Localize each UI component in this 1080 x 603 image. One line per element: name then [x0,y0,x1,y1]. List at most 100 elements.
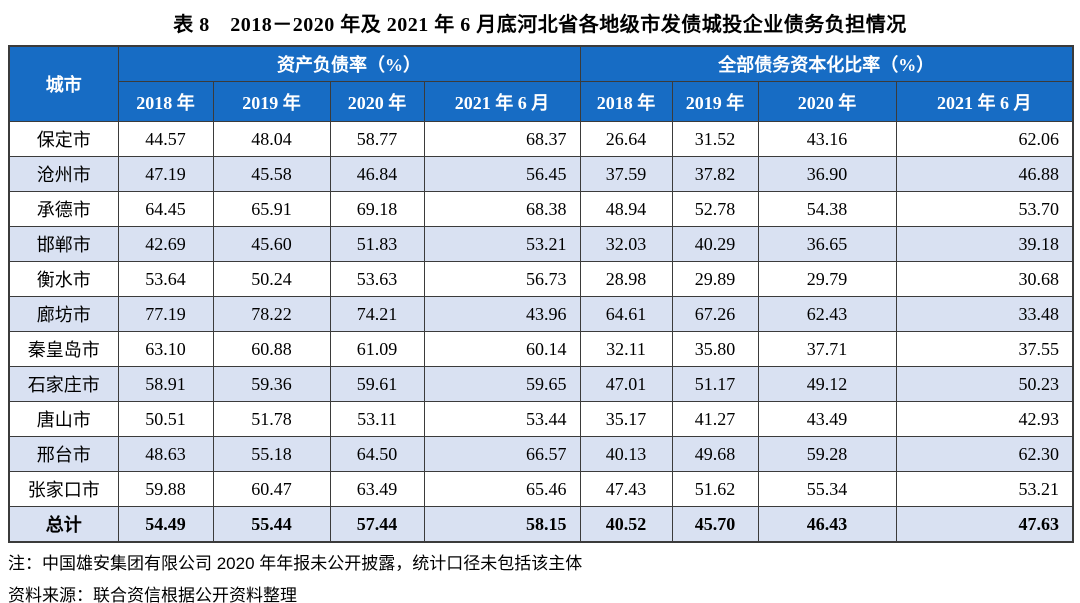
value-cell: 69.18 [329,191,425,227]
table-row: 唐山市 50.51 51.78 53.11 53.44 35.17 41.27 43.49 42… [8,401,1074,437]
year-header-row: 2018 年 2019 年 2020 年 2021 年 6 月 2018 年 2… [9,81,1074,122]
value-cell: 65.91 [212,191,331,227]
value-cell: 43.96 [423,296,581,332]
year-header-tdc-2020: 2020 年 [757,81,897,122]
value-cell: 53.11 [329,401,425,437]
value-cell: 33.48 [895,296,1074,332]
value-cell: 62.43 [757,296,897,332]
value-cell: 54.38 [757,191,897,227]
table-row: 秦皇岛市 63.10 60.88 61.09 60.14 32.11 35.80 37.71 3… [8,331,1074,367]
value-cell: 60.88 [212,331,331,367]
value-cell: 44.57 [117,121,214,157]
value-cell: 59.28 [757,436,897,472]
value-cell: 50.51 [117,401,214,437]
group-header-debt-capitalization-ratio: 全部债务资本化比率（%） [579,45,1074,82]
table-row: 张家口市 59.88 60.47 63.49 65.46 47.43 51.62 55.34 5… [8,471,1074,507]
table-row: 廊坊市 77.19 78.22 74.21 43.96 64.61 67.26 62.43 33… [8,296,1074,332]
value-cell: 37.55 [895,331,1074,367]
value-cell: 47.63 [895,506,1074,543]
value-cell: 43.16 [757,121,897,157]
value-cell: 57.44 [329,506,425,543]
value-cell: 26.64 [579,121,673,157]
value-cell: 64.61 [579,296,673,332]
table-row: 邯郸市 42.69 45.60 51.83 53.21 32.03 40.29 36.65 39… [8,226,1074,262]
value-cell: 58.15 [423,506,581,543]
group-header-row: 城市 资产负债率（%） 全部债务资本化比率（%） [8,45,1074,122]
value-cell: 58.77 [329,121,425,157]
year-header-tdc-2018: 2018 年 [579,81,673,122]
value-cell: 64.45 [117,191,214,227]
value-cell: 48.63 [117,436,214,472]
city-column-header: 城市 [8,45,119,122]
value-cell: 47.19 [117,156,214,192]
table-body: 保定市 44.57 48.04 58.77 68.37 26.64 31.52 43.16 62… [8,121,1074,543]
table-row: 石家庄市 58.91 59.36 59.61 59.65 47.01 51.17 49.12 5… [8,366,1074,402]
city-cell: 秦皇岛市 [8,331,119,367]
value-cell: 35.80 [671,331,759,367]
city-cell: 石家庄市 [8,366,119,402]
value-cell: 49.12 [757,366,897,402]
city-cell: 张家口市 [8,471,119,507]
city-cell: 总计 [8,506,119,543]
value-cell: 40.29 [671,226,759,262]
value-cell: 51.62 [671,471,759,507]
year-header-tdc-2021-06: 2021 年 6 月 [895,81,1074,122]
value-cell: 53.70 [895,191,1074,227]
city-cell: 唐山市 [8,401,119,437]
value-cell: 40.52 [579,506,673,543]
value-cell: 74.21 [329,296,425,332]
value-cell: 54.49 [117,506,214,543]
value-cell: 63.49 [329,471,425,507]
value-cell: 35.17 [579,401,673,437]
value-cell: 60.47 [212,471,331,507]
value-cell: 53.21 [423,226,581,262]
value-cell: 45.58 [212,156,331,192]
value-cell: 59.61 [329,366,425,402]
value-cell: 51.17 [671,366,759,402]
value-cell: 29.79 [757,261,897,297]
value-cell: 62.06 [895,121,1074,157]
value-cell: 37.71 [757,331,897,367]
value-cell: 36.65 [757,226,897,262]
value-cell: 46.43 [757,506,897,543]
value-cell: 47.01 [579,366,673,402]
value-cell: 50.24 [212,261,331,297]
value-cell: 53.64 [117,261,214,297]
table-row: 承德市 64.45 65.91 69.18 68.38 48.94 52.78 54.38 53… [8,191,1074,227]
city-cell: 保定市 [8,121,119,157]
value-cell: 60.14 [423,331,581,367]
value-cell: 66.57 [423,436,581,472]
table-title: 表 8 2018－2020 年及 2021 年 6 月底河北省各地级市发债城投企… [173,14,907,36]
value-cell: 53.63 [329,261,425,297]
value-cell: 51.78 [212,401,331,437]
value-cell: 29.89 [671,261,759,297]
value-cell: 58.91 [117,366,214,402]
value-cell: 67.26 [671,296,759,332]
value-cell: 59.36 [212,366,331,402]
note-source: 资料来源：联合资信根据公开资料整理 [8,586,297,603]
value-cell: 32.03 [579,226,673,262]
value-cell: 55.34 [757,471,897,507]
year-header-alr-2021-06: 2021 年 6 月 [423,81,581,122]
year-header-alr-2019: 2019 年 [212,81,331,122]
value-cell: 42.93 [895,401,1074,437]
city-cell: 廊坊市 [8,296,119,332]
table-row: 衡水市 53.64 50.24 53.63 56.73 28.98 29.89 29.79 30… [8,261,1074,297]
value-cell: 47.43 [579,471,673,507]
value-cell: 39.18 [895,226,1074,262]
footer-notes: 注：中国雄安集团有限公司 2020 年年报未公开披露，统计口径未包括该主体 资料… [8,552,1080,603]
city-cell: 衡水市 [8,261,119,297]
value-cell: 63.10 [117,331,214,367]
table-row: 沧州市 47.19 45.58 46.84 56.45 37.59 37.82 36.90 46… [8,156,1074,192]
value-cell: 30.68 [895,261,1074,297]
value-cell: 56.73 [423,261,581,297]
value-cell: 28.98 [579,261,673,297]
group-header-asset-liability-ratio: 资产负债率（%） [117,45,581,82]
value-cell: 55.18 [212,436,331,472]
year-header-alr-2020: 2020 年 [329,81,425,122]
value-cell: 41.27 [671,401,759,437]
value-cell: 62.30 [895,436,1074,472]
value-cell: 48.94 [579,191,673,227]
value-cell: 37.59 [579,156,673,192]
